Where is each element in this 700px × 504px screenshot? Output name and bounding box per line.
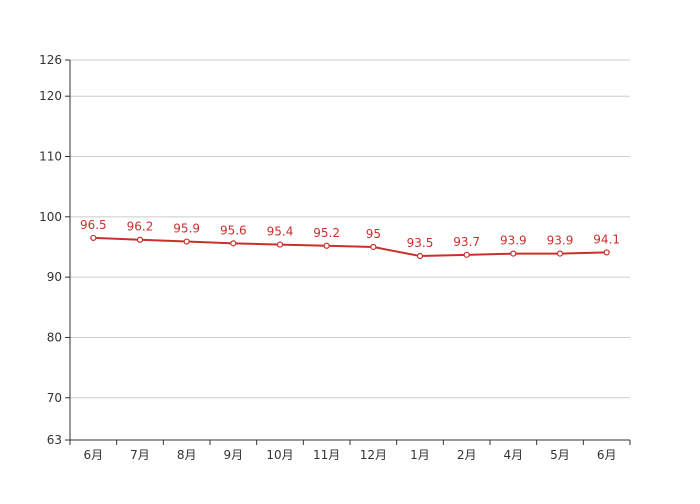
x-tick-label: 2月 [457,448,477,462]
data-point [230,240,237,247]
x-tick-label: 8月 [177,448,197,462]
data-label: 95.4 [267,225,294,239]
data-label: 95.9 [173,222,200,236]
y-tick-label: 126 [39,53,62,67]
y-tick-label: 70 [47,391,62,405]
y-tick-label: 120 [39,89,62,103]
data-point [183,238,190,245]
x-tick-label: 1月 [410,448,430,462]
data-point [510,250,517,257]
data-point [136,236,144,243]
data-label: 96.2 [127,220,154,234]
data-label: 93.7 [453,235,480,249]
y-tick-label: 90 [47,270,62,284]
data-point [90,234,97,242]
x-tick-label: 4月 [504,448,524,462]
series-layer [90,234,610,260]
data-point [323,242,330,249]
data-label: 93.9 [500,234,527,248]
x-tick-label: 6月 [597,448,617,462]
data-label: 93.9 [547,234,574,248]
x-tick-label: 7月 [130,448,150,462]
y-tick-label: 63 [47,433,62,447]
data-point [416,252,424,260]
data-point [276,241,284,248]
series-line [93,236,607,258]
data-point [556,250,564,257]
x-tick-label: 5月 [550,448,570,462]
data-point [463,251,470,258]
axis-layer: 63 70 80 90 100 110 120 126 6月 7月 8月 9月 10月 11月 12月 1月 2… [39,53,631,462]
data-point [603,249,610,256]
x-tick-label: 6月 [84,448,104,462]
data-label: 94.1 [593,232,620,246]
x-tick-label: 12月 [360,448,387,462]
x-tick-label: 11月 [313,448,340,462]
y-tick-label: 100 [39,210,62,224]
data-label: 95.6 [220,223,247,237]
grid-layer [70,59,630,399]
y-tick-label: 110 [39,150,62,164]
data-label-layer: 96.5 96.2 95.9 95.6 95.4 95.2 95 93.5 93.7 93.9 93… [80,218,620,250]
data-label: 95.2 [313,226,340,240]
data-point [370,243,377,251]
x-tick-label: 10月 [266,448,293,462]
x-tick-label: 9月 [224,448,244,462]
data-label: 96.5 [80,218,107,232]
y-tick-label: 80 [47,330,62,344]
data-label: 95 [366,227,381,241]
data-label: 93.5 [407,236,434,250]
